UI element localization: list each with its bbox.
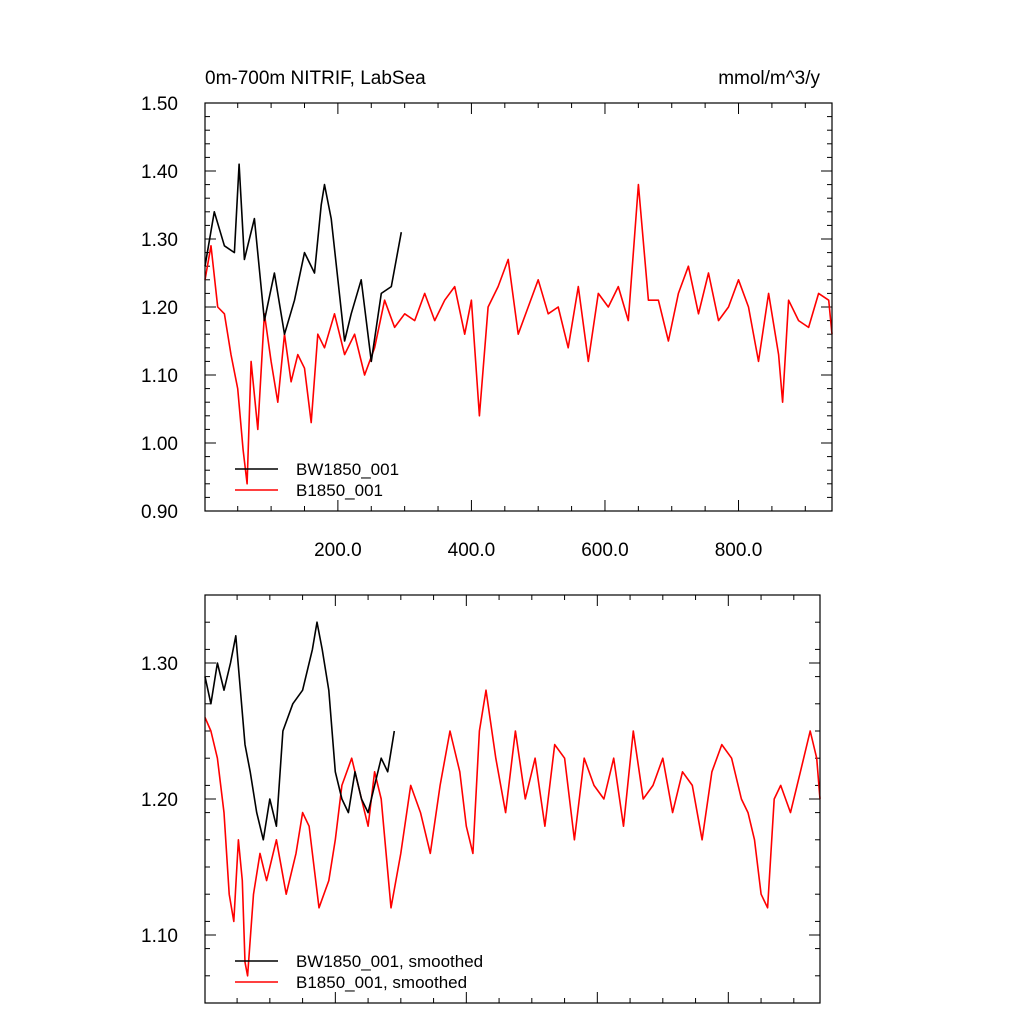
y-tick-label: 1.10 bbox=[141, 366, 178, 387]
x-tick-label: 400.0 bbox=[448, 540, 496, 561]
legend-label-b1850-smoothed: B1850_001, smoothed bbox=[296, 973, 467, 992]
y-tick-label: 1.20 bbox=[141, 298, 178, 319]
y-tick-label: 1.30 bbox=[141, 230, 178, 251]
bottom-panel-series bbox=[204, 621, 821, 977]
y-tick-label: 1.30 bbox=[141, 654, 178, 675]
y-tick-label: 1.10 bbox=[141, 926, 178, 947]
x-tick-label: 600.0 bbox=[581, 540, 629, 561]
legend-label-bw1850-smoothed: BW1850_001, smoothed bbox=[296, 952, 483, 971]
bottom-panel-ticks: 1.10 1.20 1.30 bbox=[141, 594, 820, 1004]
top-panel-legend: BW1850_001 B1850_001 bbox=[235, 460, 399, 500]
y-tick-label: 1.00 bbox=[141, 434, 178, 455]
units-label: mmol/m^3/y bbox=[718, 68, 820, 89]
x-tick-label: 200.0 bbox=[314, 540, 362, 561]
series-line-b1850-001 bbox=[204, 183, 833, 485]
y-tick-label: 1.50 bbox=[141, 94, 178, 115]
legend-label-bw1850: BW1850_001 bbox=[296, 460, 399, 479]
bottom-panel: 1.10 1.20 1.30 BW1850_001, smoothed B1850_… bbox=[141, 594, 821, 1004]
series-line-bw1850-001 bbox=[204, 163, 403, 363]
y-tick-label: 1.20 bbox=[141, 790, 178, 811]
series-line-bw1850-001-smoothed bbox=[204, 621, 396, 841]
top-panel-series bbox=[204, 163, 833, 485]
y-tick-label: 0.90 bbox=[141, 502, 178, 523]
y-tick-label: 1.40 bbox=[141, 162, 178, 183]
bottom-panel-legend: BW1850_001, smoothed B1850_001, smoothed bbox=[235, 952, 483, 992]
top-panel: 0m-700m NITRIF, LabSea mmol/m^3/y 0.90 1.… bbox=[141, 68, 833, 561]
bottom-panel-plot-frame bbox=[204, 594, 821, 1004]
x-tick-label: 800.0 bbox=[715, 540, 763, 561]
chart-title: 0m-700m NITRIF, LabSea bbox=[205, 68, 426, 89]
legend-label-b1850: B1850_001 bbox=[296, 481, 383, 500]
top-panel-plot-frame bbox=[204, 102, 833, 512]
series-line-b1850-001-smoothed bbox=[204, 689, 821, 977]
